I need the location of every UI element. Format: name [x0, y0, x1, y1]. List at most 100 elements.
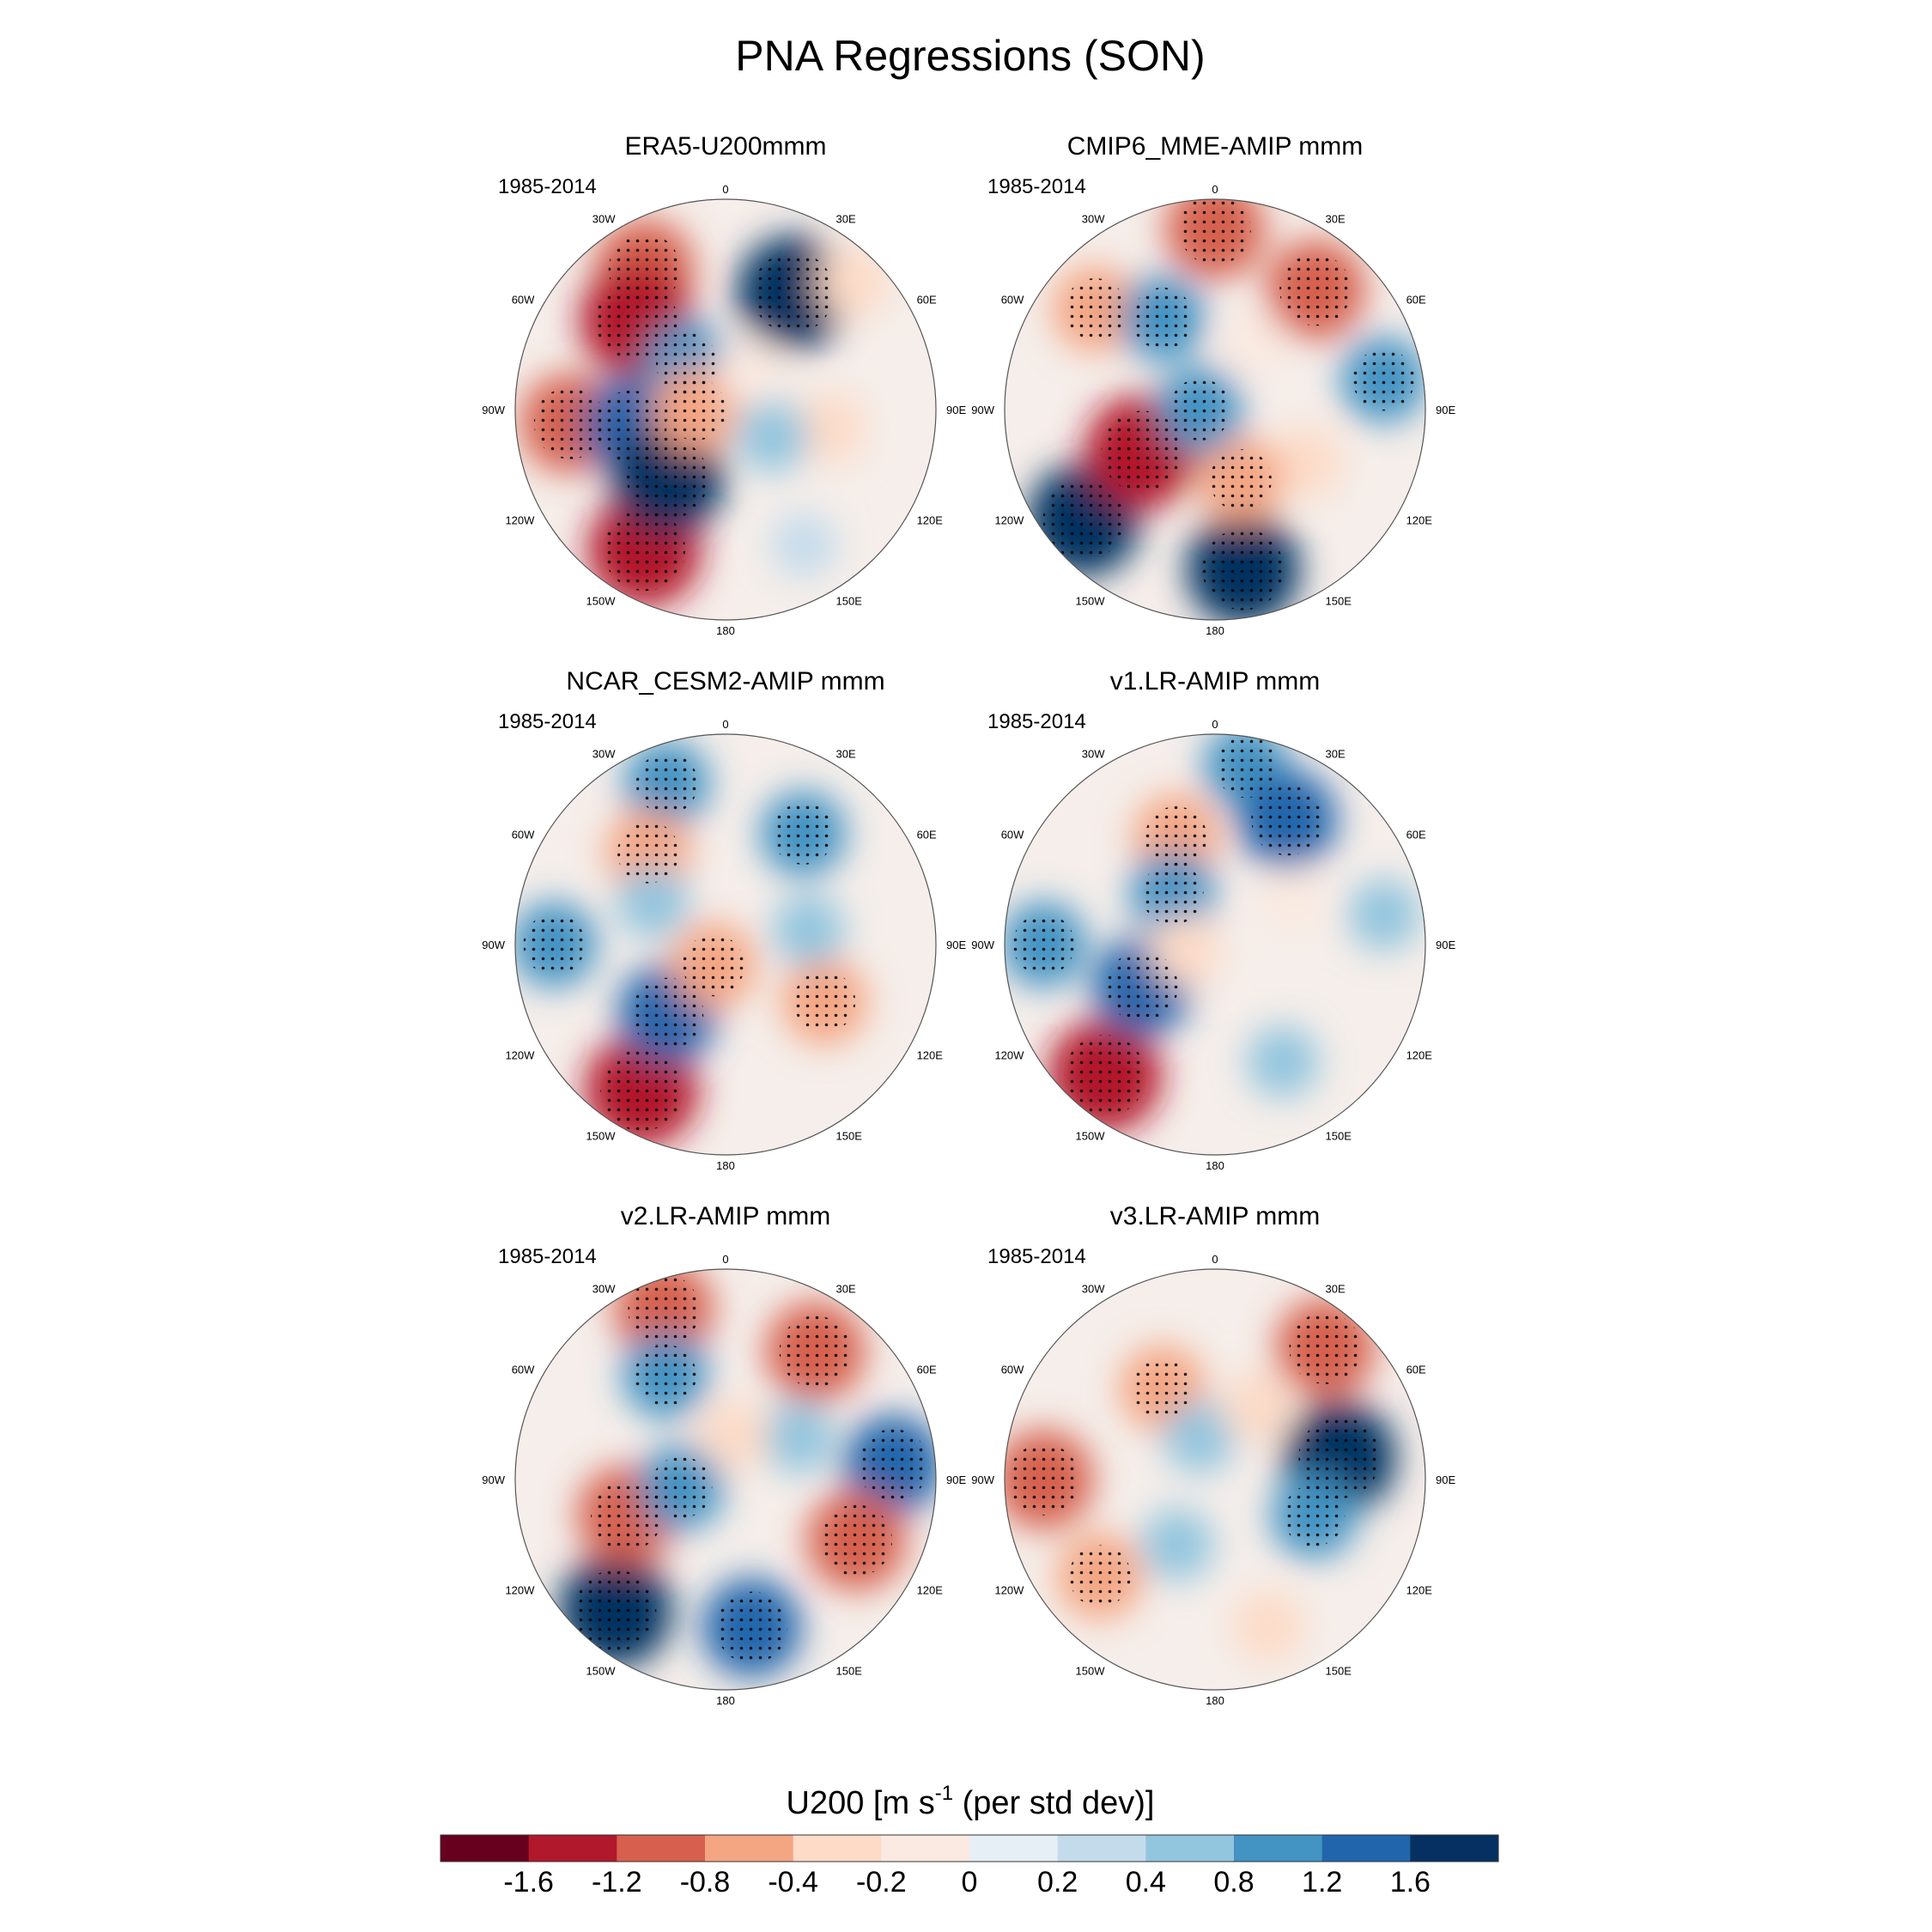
- anomaly-blob: [1246, 1025, 1319, 1098]
- longitude-label: 60E: [917, 1364, 937, 1376]
- anomaly-blob: [793, 392, 866, 465]
- longitude-label: 150W: [1076, 1130, 1106, 1143]
- significance-stipple: [1251, 783, 1323, 856]
- significance-stipple: [1131, 1357, 1194, 1419]
- significance-stipple: [1209, 449, 1272, 512]
- significance-stipple: [1007, 1443, 1080, 1516]
- longitude-label: 150E: [836, 1130, 863, 1143]
- longitude-label: 120E: [1406, 514, 1433, 527]
- longitude-label: 60W: [1001, 829, 1024, 841]
- significance-stipple: [793, 970, 856, 1033]
- colorbar-boxes: [440, 1834, 1499, 1862]
- significance-stipple: [1283, 1484, 1346, 1546]
- map-panel: v3.LR-AMIP mmm 1985-2014 0 30E 60E 90E 120E 150…: [971, 1202, 1455, 1707]
- colorbar-box: [1145, 1835, 1235, 1862]
- longitude-label: 120E: [1406, 1049, 1433, 1062]
- significance-stipple: [1064, 278, 1127, 341]
- significance-stipple: [1169, 379, 1231, 440]
- longitude-label: 30W: [592, 1282, 616, 1295]
- significance-stipple: [656, 332, 719, 395]
- significance-stipple: [1298, 1416, 1381, 1498]
- map-boundary: [1004, 1268, 1426, 1691]
- map-panel: ERA5-U200mmm 1985-2014 0 30E 60E 90E 120E 150E 1…: [482, 132, 966, 637]
- anomaly-blob: [1221, 1370, 1293, 1443]
- colorbar-title: U200 [m s-1 (per std dev)]: [787, 1782, 1155, 1821]
- map-boundary: [1004, 733, 1426, 1156]
- longitude-label: 0: [722, 1253, 728, 1266]
- longitude-label: 90E: [946, 1473, 966, 1486]
- colorbar-tick-label: 0.4: [1126, 1866, 1166, 1899]
- significance-stipple: [779, 1315, 852, 1388]
- significance-stipple: [628, 1273, 700, 1346]
- longitude-label: 180: [1206, 1694, 1224, 1707]
- field-layer: [1005, 734, 1425, 1155]
- longitude-label: 150W: [1076, 1665, 1106, 1678]
- longitude-label: 90W: [482, 939, 505, 951]
- colorbar-box: [1321, 1835, 1411, 1862]
- longitude-label: 120W: [994, 1584, 1024, 1597]
- significance-stipple: [715, 1591, 788, 1664]
- longitude-label: 150E: [836, 1665, 863, 1678]
- significance-stipple: [1215, 736, 1278, 799]
- significance-stipple: [1289, 1312, 1361, 1384]
- longitude-label: 150W: [1076, 595, 1106, 608]
- longitude-label: 60E: [917, 829, 937, 841]
- map-boundary: [514, 733, 937, 1156]
- longitude-label: 120W: [994, 1049, 1024, 1062]
- longitude-label: 150W: [586, 595, 617, 608]
- longitude-label: 150E: [836, 595, 863, 608]
- colorbar-tick-label: 0.8: [1213, 1866, 1254, 1899]
- colorbar-box: [705, 1835, 794, 1862]
- longitude-label: 180: [1206, 1159, 1224, 1172]
- significance-stipple: [635, 1344, 696, 1406]
- map-panel: v2.LR-AMIP mmm 1985-2014 0 30E 60E 90E 120E 150…: [482, 1202, 966, 1707]
- colorbar-tick-label: 0.2: [1037, 1866, 1078, 1899]
- longitude-label: 60E: [1406, 294, 1426, 307]
- longitude-label: 30E: [1326, 1282, 1346, 1295]
- map-boundary: [1004, 198, 1426, 621]
- longitude-label: 30E: [1326, 212, 1346, 225]
- longitude-label: 120E: [917, 514, 944, 527]
- panel-period: 1985-2014: [987, 175, 1086, 198]
- field-layer: [515, 734, 936, 1155]
- longitude-label: 30W: [1082, 1282, 1105, 1295]
- anomaly-blob: [1163, 1400, 1236, 1473]
- colorbar-box: [440, 1835, 530, 1862]
- longitude-label: 150W: [586, 1665, 617, 1678]
- colorbar-box: [1410, 1835, 1499, 1862]
- longitude-label: 150E: [1326, 595, 1352, 608]
- longitude-label: 30E: [836, 1282, 856, 1295]
- map-boundary: [514, 198, 937, 621]
- longitude-label: 60W: [512, 294, 535, 307]
- colorbar-tick-label: 0: [962, 1866, 978, 1899]
- longitude-label: 180: [716, 1159, 735, 1172]
- anomaly-blob: [1260, 866, 1326, 933]
- longitude-label: 120W: [505, 1049, 535, 1062]
- longitude-label: 60W: [512, 1364, 535, 1376]
- significance-stipple: [650, 1456, 713, 1519]
- significance-stipple: [1352, 349, 1415, 411]
- colorbar-box: [969, 1835, 1059, 1862]
- longitude-label: 120E: [917, 1584, 944, 1597]
- significance-stipple: [683, 934, 744, 997]
- panel-title: CMIP6_MME-AMIP mmm: [1067, 132, 1363, 161]
- colorbar-tick-label: -0.8: [680, 1866, 731, 1899]
- panel-period: 1985-2014: [498, 1245, 597, 1268]
- longitude-label: 30W: [592, 212, 616, 225]
- longitude-label: 120W: [994, 514, 1024, 527]
- significance-stipple: [1202, 528, 1285, 611]
- significance-stipple: [631, 977, 704, 1050]
- colorbar-box: [617, 1835, 706, 1862]
- longitude-label: 150E: [1326, 1130, 1352, 1143]
- significance-stipple: [1068, 1545, 1131, 1607]
- longitude-label: 180: [716, 624, 735, 637]
- colorbar-tick-label: -1.6: [503, 1866, 554, 1899]
- significance-stipple: [591, 1479, 663, 1552]
- longitude-label: 60E: [1406, 829, 1426, 841]
- longitude-label: 30W: [1082, 212, 1105, 225]
- longitude-label: 90E: [1436, 404, 1455, 416]
- field-layer: [515, 199, 936, 620]
- anomaly-blob: [1347, 878, 1420, 951]
- longitude-label: 60E: [917, 294, 937, 307]
- longitude-label: 90E: [946, 939, 966, 951]
